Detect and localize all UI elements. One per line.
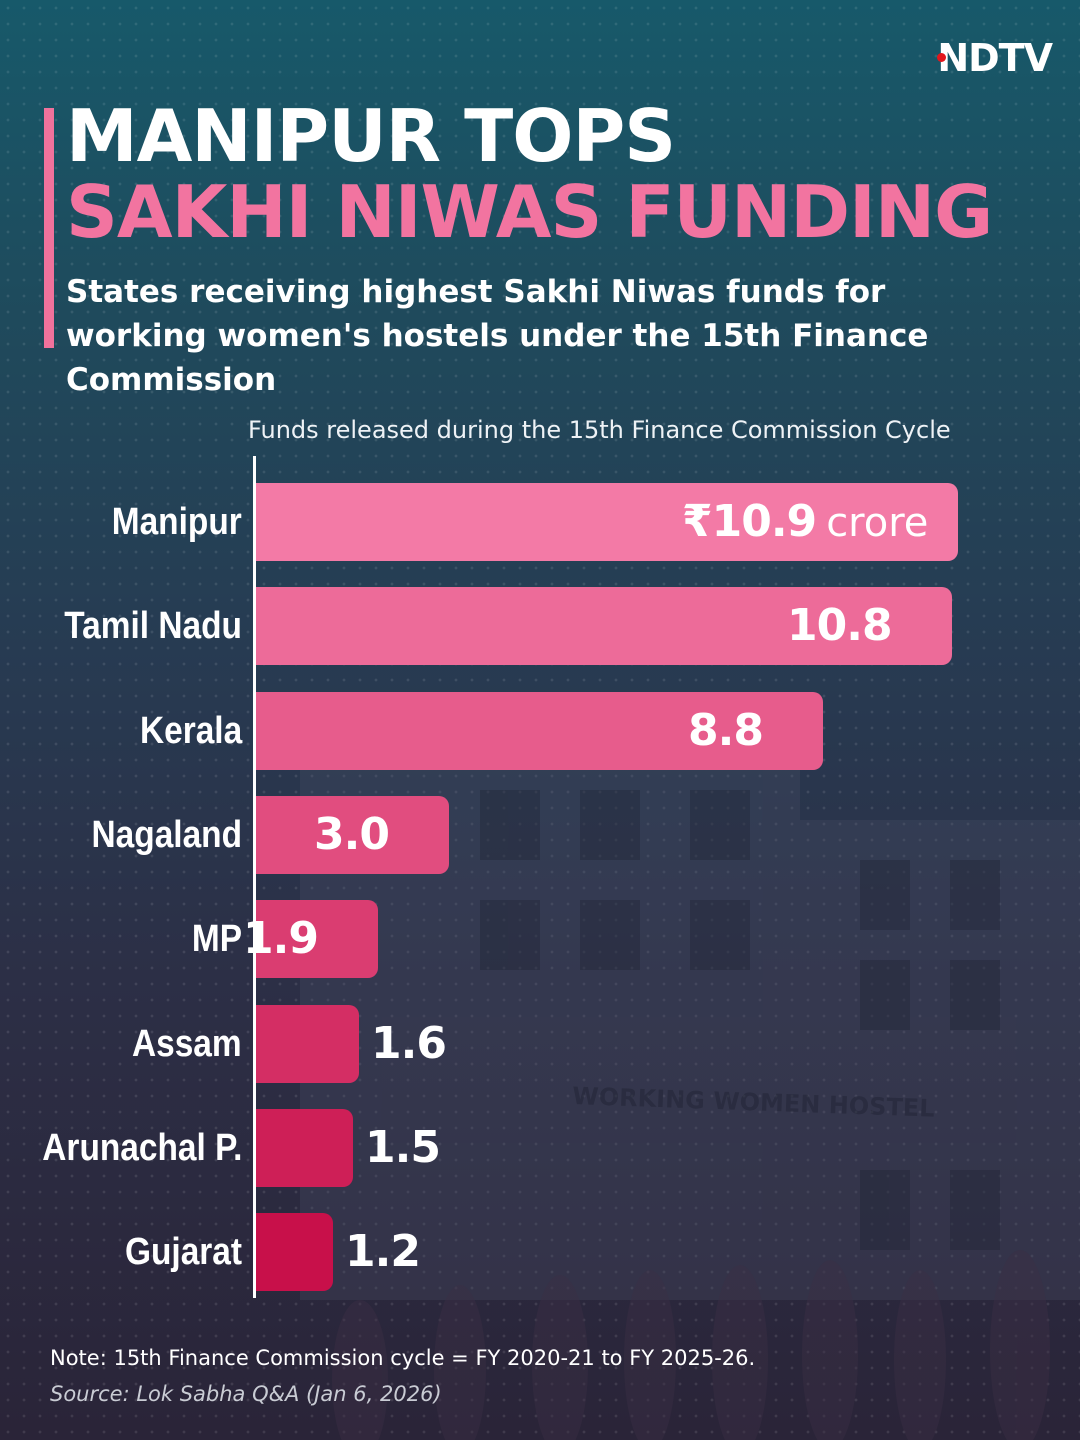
value-number: 8.8	[688, 705, 764, 756]
footnote: Note: 15th Finance Commission cycle = FY…	[50, 1346, 756, 1370]
title-accent-bar	[44, 108, 54, 348]
bar	[256, 483, 958, 561]
logo-text: NDTV	[937, 36, 1053, 80]
value-label: 1.2	[345, 1213, 421, 1291]
bar	[256, 692, 823, 770]
value-label: 1.6	[371, 1005, 447, 1083]
value-unit: crore	[826, 500, 929, 546]
headline-line-1: MANIPUR TOPS	[66, 94, 676, 178]
category-label: Manipur	[111, 501, 242, 543]
value-number: 1.5	[365, 1122, 441, 1173]
value-number: ₹10.9	[682, 496, 817, 547]
chart-axis-line	[253, 456, 256, 1298]
subtitle: States receiving highest Sakhi Niwas fun…	[66, 274, 929, 398]
value-label: 3.0	[314, 796, 390, 874]
bar	[256, 1213, 333, 1291]
category-label: MP	[191, 918, 242, 960]
value-label: 10.8	[787, 587, 893, 665]
value-label: 1.5	[365, 1109, 441, 1187]
category-label: Assam	[132, 1023, 242, 1065]
value-number: 1.2	[345, 1226, 421, 1277]
bar	[256, 1005, 359, 1083]
value-label: ₹10.9 crore	[682, 483, 928, 561]
logo-red-dot	[937, 53, 946, 62]
bar	[256, 900, 378, 978]
value-number: 1.6	[371, 1018, 447, 1069]
category-label: Gujarat	[124, 1231, 242, 1273]
source-line: Source: Lok Sabha Q&A (Jan 6, 2026)	[50, 1382, 442, 1406]
ndtv-logo: NDTV	[890, 36, 1053, 80]
category-label: Tamil Nadu	[64, 605, 242, 647]
chart-title: Funds released during the 15th Finance C…	[248, 416, 951, 444]
bar	[256, 587, 952, 665]
category-label: Kerala	[139, 710, 242, 752]
value-number: 10.8	[787, 600, 893, 651]
bar	[256, 796, 449, 874]
headline-line-2: SAKHI NIWAS FUNDING	[66, 170, 993, 254]
bar	[256, 1109, 353, 1187]
category-label: Arunachal P.	[41, 1127, 242, 1169]
category-label: Nagaland	[91, 814, 242, 856]
value-number: 3.0	[314, 809, 390, 860]
value-label: 8.8	[688, 692, 764, 770]
